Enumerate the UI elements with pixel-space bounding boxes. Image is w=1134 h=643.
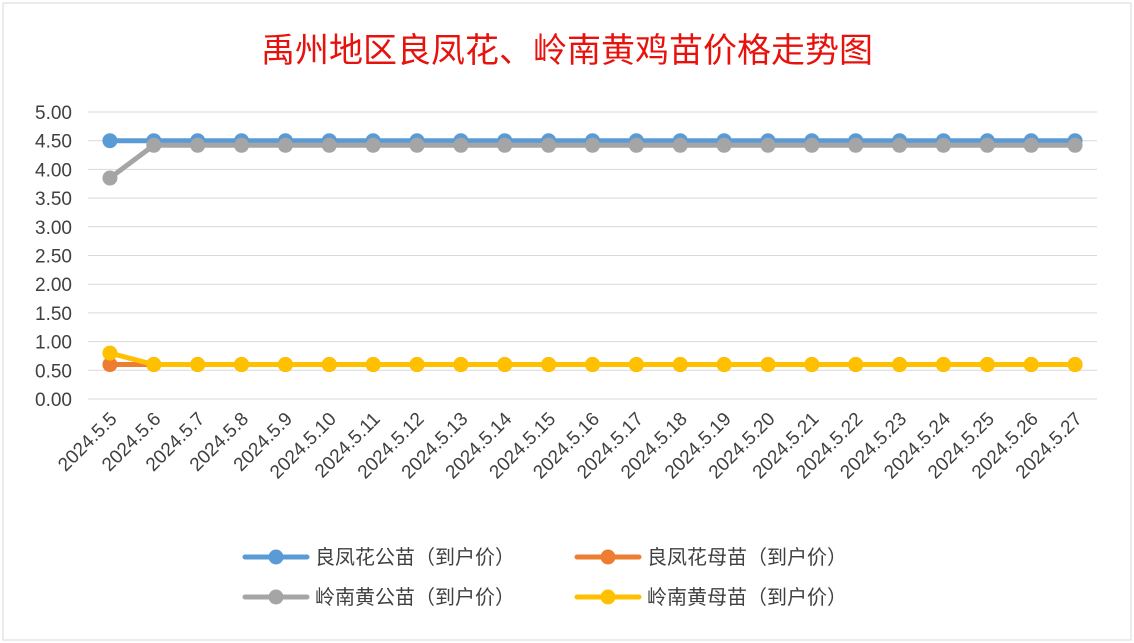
data-point	[453, 137, 469, 153]
legend-marker	[268, 589, 284, 605]
data-point	[1023, 137, 1039, 153]
data-point	[365, 357, 381, 373]
data-point	[497, 357, 513, 373]
data-point	[585, 357, 600, 373]
y-tick-label: 3.50	[35, 189, 72, 210]
legend-marker	[268, 549, 284, 565]
series-3	[102, 137, 1083, 186]
data-point	[628, 357, 644, 373]
data-point	[979, 137, 995, 153]
data-point	[234, 137, 250, 153]
data-point	[804, 137, 820, 153]
data-point	[277, 357, 293, 373]
legend-item: 良凤花母苗（到户价）	[574, 545, 847, 569]
data-point	[234, 357, 250, 373]
series-4	[102, 345, 1083, 373]
data-point	[585, 137, 600, 153]
data-point	[102, 133, 118, 149]
data-point	[935, 357, 951, 373]
data-point	[716, 357, 732, 373]
data-point	[277, 137, 293, 153]
legend-item: 岭南黄母苗（到户价）	[574, 585, 847, 609]
legend: 良凤花公苗（到户价） 良凤花母苗（到户价） 岭南黄公苗（到户价） 岭南黄母苗（到户价）	[242, 545, 847, 609]
y-tick-label: 2.00	[35, 275, 72, 296]
data-point	[848, 137, 864, 153]
data-point	[146, 137, 162, 153]
y-tick-label: 0.00	[35, 390, 72, 411]
data-point	[716, 137, 732, 153]
legend-marker	[600, 549, 616, 565]
data-point	[541, 137, 557, 153]
legend-label: 岭南黄母苗（到户价）	[647, 585, 847, 609]
data-point	[848, 357, 864, 373]
legend-marker	[600, 589, 616, 605]
y-tick-label: 3.00	[35, 218, 72, 239]
y-tick-label: 1.50	[35, 304, 72, 325]
data-point	[321, 357, 337, 373]
legend-label: 良凤花母苗（到户价）	[647, 545, 847, 569]
y-tick-label: 2.50	[35, 247, 72, 268]
chart-title: 禹州地区良凤花、岭南黄鸡苗价格走势图	[261, 31, 873, 71]
data-point	[497, 137, 513, 153]
y-axis-ticks: 0.00 0.50 1.00 1.50 2.00 2.50 3.00 3.50 4.00 4.50…	[35, 103, 72, 411]
data-point	[102, 357, 118, 373]
data-point	[672, 137, 688, 153]
data-point	[102, 170, 118, 186]
data-point	[804, 357, 820, 373]
y-tick-label: 5.00	[35, 103, 72, 124]
y-tick-label: 0.50	[35, 361, 72, 382]
data-point	[672, 357, 688, 373]
data-point	[365, 137, 381, 153]
data-point	[409, 357, 425, 373]
data-point	[628, 137, 644, 153]
data-point	[760, 137, 776, 153]
legend-item: 岭南黄公苗（到户价）	[242, 585, 515, 609]
legend-label: 良凤花公苗（到户价）	[315, 545, 515, 569]
data-point	[102, 345, 118, 361]
data-point	[1023, 357, 1039, 373]
data-point	[409, 137, 425, 153]
data-point	[892, 357, 908, 373]
data-point	[979, 357, 995, 373]
data-point	[1067, 137, 1083, 153]
data-point	[935, 137, 951, 153]
y-tick-label: 4.00	[35, 160, 72, 181]
legend-label: 岭南黄公苗（到户价）	[315, 585, 515, 609]
data-point	[760, 357, 776, 373]
y-tick-label: 1.00	[35, 333, 72, 354]
data-point	[892, 137, 908, 153]
data-point	[1067, 357, 1083, 373]
data-point	[190, 137, 206, 153]
data-point	[453, 357, 469, 373]
series-lines	[102, 133, 1083, 373]
data-point	[146, 357, 162, 373]
data-point	[541, 357, 557, 373]
legend-item: 良凤花公苗（到户价）	[242, 545, 515, 569]
data-point	[190, 357, 206, 373]
data-point	[321, 137, 337, 153]
y-tick-label: 4.50	[35, 132, 72, 153]
